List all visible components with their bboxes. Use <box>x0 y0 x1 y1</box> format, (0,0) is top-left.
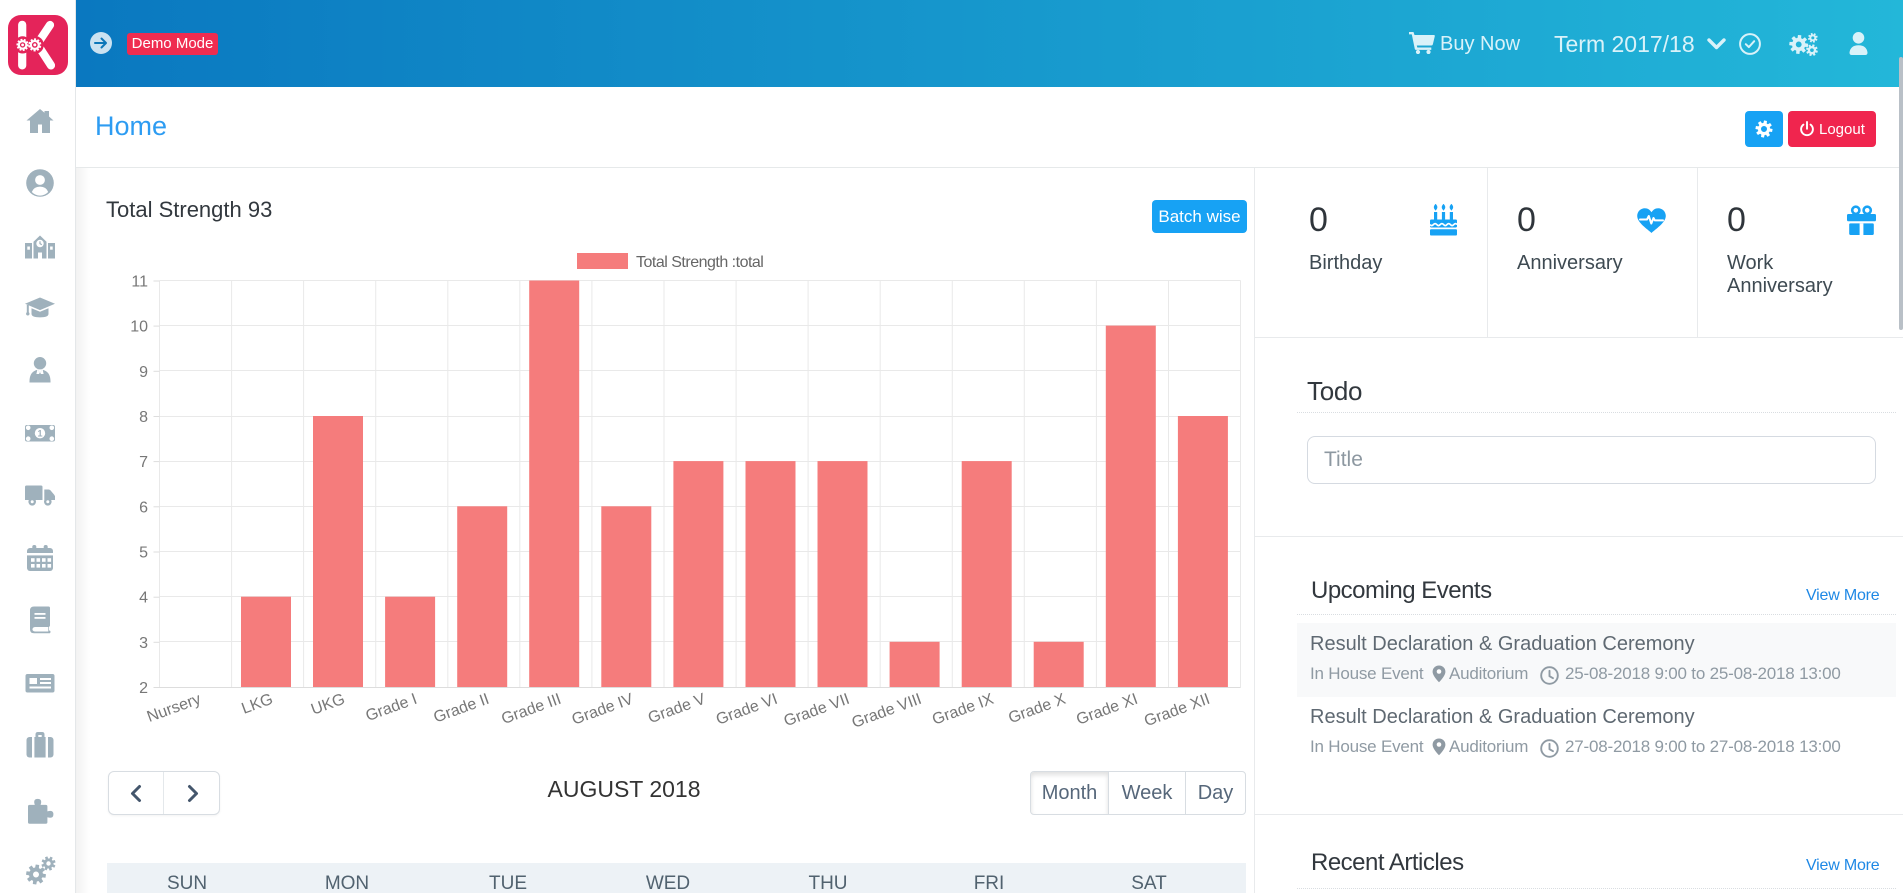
svg-text:Grade III: Grade III <box>499 691 563 728</box>
svg-text:Nursery: Nursery <box>145 691 203 726</box>
svg-text:10: 10 <box>130 319 148 336</box>
svg-text:Grade X: Grade X <box>1006 691 1068 727</box>
svg-text:3: 3 <box>139 635 148 652</box>
svg-text:Grade VIII: Grade VIII <box>850 691 924 732</box>
svg-text:1: 1 <box>37 428 42 438</box>
svg-text:Grade IV: Grade IV <box>570 691 636 729</box>
svg-text:Grade VII: Grade VII <box>782 691 852 730</box>
svg-text:Grade V: Grade V <box>646 691 708 727</box>
svg-text:UKG: UKG <box>309 691 347 719</box>
svg-text:7: 7 <box>139 454 148 471</box>
svg-text:LKG: LKG <box>239 691 275 718</box>
svg-text:Grade I: Grade I <box>364 691 420 725</box>
svg-text:Grade II: Grade II <box>431 691 491 727</box>
svg-text:Grade XII: Grade XII <box>1142 691 1212 730</box>
svg-text:9: 9 <box>139 364 148 381</box>
svg-text:4: 4 <box>139 590 148 607</box>
svg-text:6: 6 <box>139 499 148 516</box>
svg-text:Grade VI: Grade VI <box>714 691 780 729</box>
svg-text:2: 2 <box>139 680 148 697</box>
svg-text:Grade IX: Grade IX <box>930 691 996 729</box>
svg-text:5: 5 <box>139 545 148 562</box>
svg-text:Grade XI: Grade XI <box>1074 691 1140 729</box>
svg-text:11: 11 <box>131 274 148 291</box>
svg-text:8: 8 <box>139 409 148 426</box>
